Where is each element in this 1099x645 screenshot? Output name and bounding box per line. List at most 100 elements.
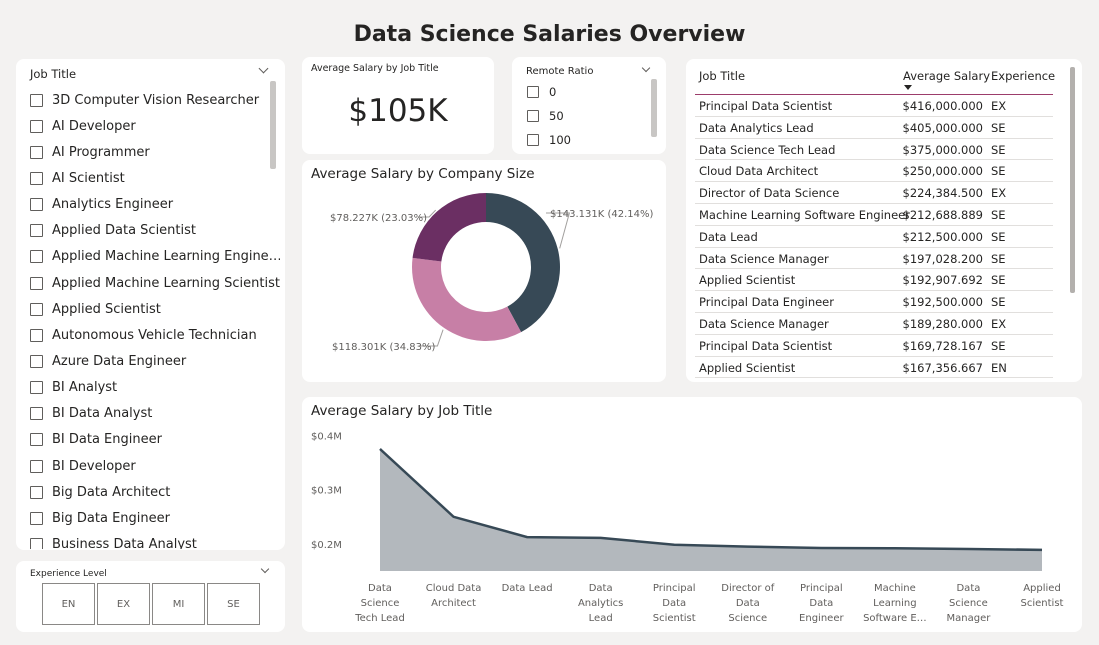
data-point[interactable] xyxy=(817,544,825,552)
checkbox[interactable] xyxy=(30,145,43,159)
table-row[interactable]: Data Analytics Lead $405,000.000 SE xyxy=(695,117,1053,139)
job-title-option[interactable]: BI Data Engineer xyxy=(30,427,280,453)
data-point[interactable] xyxy=(376,445,384,453)
checkbox[interactable] xyxy=(30,198,43,212)
table-row[interactable]: Data Science Manager $189,280.000 EX xyxy=(695,313,1053,335)
checkbox[interactable] xyxy=(30,119,43,133)
job-title-option[interactable]: Business Data Analyst xyxy=(30,531,280,549)
table-row[interactable]: Data Lead $212,500.000 SE xyxy=(695,226,1053,248)
donut-slice[interactable] xyxy=(412,193,486,262)
job-title-option[interactable]: Applied Machine Learning Scientist xyxy=(30,270,280,296)
sort-descending-icon[interactable] xyxy=(904,85,912,90)
remote-ratio-option[interactable]: 0 xyxy=(527,80,571,104)
data-point[interactable] xyxy=(597,534,605,542)
column-header-experience[interactable]: Experience xyxy=(991,69,1056,83)
checkbox[interactable] xyxy=(30,354,43,368)
checkbox[interactable] xyxy=(30,511,43,525)
cell-experience: SE xyxy=(991,251,1006,266)
job-title-option[interactable]: Autonomous Vehicle Technician xyxy=(30,322,280,348)
chevron-down-icon[interactable] xyxy=(641,63,651,73)
table-row[interactable]: Principal Data Scientist $169,728.167 SE xyxy=(695,335,1053,357)
data-point[interactable] xyxy=(450,513,458,521)
cell-job-title: Principal Data Engineer xyxy=(699,295,834,310)
job-title-option-label: BI Developer xyxy=(52,458,136,474)
job-title-option[interactable]: BI Analyst xyxy=(30,375,280,401)
job-title-option-label: Business Data Analyst xyxy=(52,536,197,549)
job-title-option[interactable]: Analytics Engineer xyxy=(30,192,280,218)
experience-option-en[interactable]: EN xyxy=(42,583,95,625)
checkbox[interactable] xyxy=(30,485,43,499)
experience-option-se[interactable]: SE xyxy=(207,583,260,625)
data-point[interactable] xyxy=(1038,546,1046,554)
table-row[interactable]: Principal Data Engineer $192,500.000 SE xyxy=(695,291,1053,313)
checkbox[interactable] xyxy=(527,86,539,98)
table-row[interactable]: Principal Data Scientist $416,000.000 EX xyxy=(695,95,1053,117)
remote-list-scrollbar[interactable] xyxy=(651,79,657,137)
chevron-down-icon[interactable] xyxy=(260,564,270,574)
checkbox[interactable] xyxy=(30,171,43,185)
cell-average-salary: $189,280.000 xyxy=(902,317,983,331)
donut-slice[interactable] xyxy=(412,257,522,341)
job-title-option[interactable]: BI Data Analyst xyxy=(30,401,280,427)
checkbox[interactable] xyxy=(527,134,539,146)
column-header-job-title[interactable]: Job Title xyxy=(699,69,746,83)
data-point[interactable] xyxy=(670,541,678,549)
job-title-option[interactable]: AI Scientist xyxy=(30,165,280,191)
checkbox[interactable] xyxy=(30,459,43,473)
experience-option-mi[interactable]: MI xyxy=(152,583,205,625)
job-title-option[interactable]: Applied Data Scientist xyxy=(30,218,280,244)
table-row[interactable]: Machine Learning Software Engineer $212,6… xyxy=(695,204,1053,226)
data-point[interactable] xyxy=(964,545,972,553)
job-title-option[interactable]: 3D Computer Vision Researcher xyxy=(30,87,280,113)
table-row[interactable]: Applied Scientist $167,356.667 EN xyxy=(695,357,1053,379)
table-row[interactable]: Data Science Tech Lead $375,000.000 SE xyxy=(695,139,1053,161)
area-chart: $0.2M $0.3M $0.4M Data Science Tech Lead Cloud… xyxy=(311,431,1064,624)
table-scrollbar[interactable] xyxy=(1070,67,1075,293)
table-row[interactable]: Director of Data Science $224,384.500 EX xyxy=(695,182,1053,204)
job-title-option[interactable]: Big Data Architect xyxy=(30,479,280,505)
donut-slice[interactable] xyxy=(486,193,560,333)
checkbox[interactable] xyxy=(30,224,43,238)
checkbox[interactable] xyxy=(527,110,539,122)
data-point[interactable] xyxy=(744,543,752,551)
chevron-down-icon[interactable] xyxy=(258,63,269,74)
checkbox[interactable] xyxy=(30,93,43,107)
data-point[interactable] xyxy=(523,533,531,541)
checkbox[interactable] xyxy=(30,433,43,447)
job-title-option[interactable]: Applied Scientist xyxy=(30,296,280,322)
checkbox[interactable] xyxy=(30,328,43,342)
job-list-scrollbar[interactable] xyxy=(270,81,276,169)
remote-slicer-header: Remote Ratio xyxy=(526,66,594,77)
job-title-option[interactable]: Applied Machine Learning Engine… xyxy=(30,244,280,270)
donut-leader-line xyxy=(546,212,571,249)
checkbox[interactable] xyxy=(30,381,43,395)
column-header-average-salary[interactable]: Average Salary xyxy=(903,69,991,83)
table-row[interactable]: Applied Scientist $192,907.692 SE xyxy=(695,269,1053,292)
remote-ratio-option[interactable]: 50 xyxy=(527,104,571,128)
job-title-option[interactable]: BI Developer xyxy=(30,453,280,479)
data-point[interactable] xyxy=(891,544,899,552)
job-title-option[interactable]: AI Developer xyxy=(30,113,280,139)
checkbox[interactable] xyxy=(30,302,43,316)
checkbox[interactable] xyxy=(30,407,43,421)
cell-average-salary: $197,028.200 xyxy=(902,251,983,266)
cell-job-title: Machine Learning Software Engineer xyxy=(699,208,910,222)
checkbox[interactable] xyxy=(30,537,43,549)
cell-job-title: Principal Data Scientist xyxy=(699,338,833,353)
table-row[interactable]: Data Science Manager $197,028.200 SE xyxy=(695,248,1053,270)
job-title-option[interactable]: AI Programmer xyxy=(30,139,280,165)
remote-ratio-option[interactable]: 100 xyxy=(527,128,571,152)
checkbox[interactable] xyxy=(30,250,43,264)
job-title-option[interactable]: Azure Data Engineer xyxy=(30,348,280,374)
table-row[interactable]: Cloud Data Architect $250,000.000 SE xyxy=(695,160,1053,183)
cell-job-title: Data Analytics Lead xyxy=(699,120,814,135)
area-title: Average Salary by Job Title xyxy=(311,403,493,419)
experience-option-ex[interactable]: EX xyxy=(97,583,150,625)
checkbox[interactable] xyxy=(30,276,43,290)
cell-average-salary: $192,907.692 xyxy=(902,273,983,288)
experience-level-slicer: Experience Level EN EX MI SE xyxy=(16,561,285,632)
x-tick-label: Data Science Manager xyxy=(947,583,992,624)
job-title-option[interactable]: Big Data Engineer xyxy=(30,505,280,531)
cell-experience: SE xyxy=(991,208,1006,222)
x-tick-label: Principal Data Engineer xyxy=(799,583,844,624)
